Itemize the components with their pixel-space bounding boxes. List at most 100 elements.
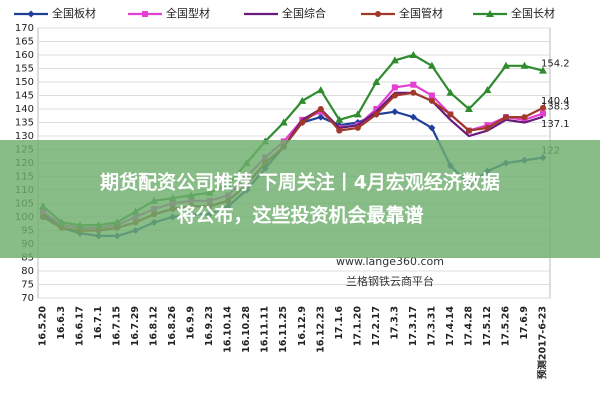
marker — [446, 88, 455, 96]
x-tick-label: 16.9.23 — [204, 306, 215, 346]
x-tick-label: 17.3.3 — [389, 306, 400, 340]
legend-label: 全国综合 — [282, 6, 326, 20]
x-tick-label: 17.2.17 — [371, 306, 382, 346]
x-tick-label: 17.3.31 — [426, 306, 437, 346]
legend-label: 全国长材 — [511, 6, 555, 20]
x-tick-label: 16.7.1 — [93, 306, 104, 340]
x-tick-label: 17.5.12 — [482, 306, 493, 346]
data-label: 140.4 — [541, 96, 570, 107]
banner-text: 将公布，这些投资机会最靠谱 — [176, 204, 423, 227]
marker — [502, 114, 509, 121]
x-tick-label: 16.10.28 — [241, 306, 252, 353]
marker — [336, 127, 343, 134]
marker — [317, 106, 324, 112]
x-tick-label: 16.9.9 — [186, 306, 197, 340]
legend-item: 全国型材 — [128, 6, 210, 20]
y-tick-label: 160 — [15, 50, 34, 61]
y-tick-label: 130 — [15, 131, 34, 142]
marker — [464, 105, 473, 112]
x-tick-label: 16.8.26 — [167, 306, 178, 347]
y-tick-label: 140 — [15, 104, 34, 115]
banner-bg — [0, 140, 600, 258]
data-label: 154.2 — [541, 59, 570, 70]
marker — [428, 92, 435, 99]
banner-text: 期货配资公司推荐 下周关注丨4月宏观经济数据 — [100, 171, 500, 194]
x-tick-label: 16.6.3 — [56, 306, 67, 340]
marker — [299, 119, 306, 126]
marker — [484, 124, 491, 131]
x-tick-label: 17.4.28 — [463, 306, 474, 347]
y-tick-label: 80 — [21, 266, 34, 277]
marker — [317, 113, 325, 121]
marker — [410, 89, 417, 96]
marker — [372, 78, 381, 85]
x-tick-label: 17.3.17 — [408, 306, 419, 346]
legend-item: 全国长材 — [473, 6, 555, 20]
y-tick-label: 155 — [15, 64, 34, 75]
x-tick-label: 16.6.17 — [75, 306, 86, 346]
x-tick-label: 预测2017-6-23 — [537, 306, 549, 379]
marker — [409, 51, 418, 58]
watermark: 兰格钢铁云商平台 — [346, 274, 434, 288]
marker — [521, 114, 528, 121]
legend-label: 全国型材 — [166, 6, 210, 20]
x-tick-label: 16.10.14 — [223, 306, 234, 353]
x-tick-label: 16.11.11 — [260, 306, 271, 353]
marker — [428, 97, 435, 104]
x-tick-label: 16.11.25 — [278, 306, 289, 353]
y-tick-label: 75 — [21, 280, 34, 291]
x-tick-label: 17.1.6 — [334, 306, 345, 340]
marker — [373, 106, 380, 112]
marker — [353, 110, 362, 118]
marker — [391, 84, 398, 91]
marker — [391, 108, 399, 116]
y-tick-label: 165 — [15, 37, 34, 48]
legend-item: 全国管材 — [361, 6, 443, 20]
x-tick-label: 16.12.9 — [297, 306, 308, 346]
x-tick-label: 17.5.26 — [500, 306, 511, 347]
marker — [539, 66, 547, 74]
x-tick-label: 16.7.29 — [130, 306, 141, 346]
x-tick-label: 16.7.15 — [112, 306, 123, 346]
marker — [540, 110, 546, 117]
marker — [428, 124, 436, 132]
marker — [465, 127, 472, 134]
y-tick-label: 150 — [15, 77, 34, 88]
marker — [447, 111, 454, 118]
marker — [335, 115, 344, 123]
marker — [27, 10, 35, 18]
marker — [483, 86, 492, 94]
marker — [279, 118, 288, 126]
marker — [390, 56, 399, 64]
marker — [373, 111, 380, 118]
legend-item: 全国板材 — [14, 6, 96, 20]
marker — [298, 96, 307, 104]
x-tick-label: 16.5.20 — [38, 306, 49, 347]
marker — [540, 104, 546, 111]
x-tick-label: 16.8.12 — [149, 306, 160, 346]
marker — [142, 11, 148, 17]
marker — [410, 81, 417, 88]
x-tick-label: 17.4.14 — [445, 306, 456, 347]
marker — [520, 61, 529, 69]
watermark: www.lange360.com — [336, 255, 444, 268]
marker — [316, 86, 325, 94]
marker — [486, 10, 494, 17]
legend-label: 全国板材 — [52, 6, 96, 20]
x-tick-label: 17.6.9 — [519, 306, 530, 340]
data-label: 137.1 — [541, 119, 570, 130]
marker — [354, 124, 361, 131]
marker — [501, 61, 510, 69]
marker — [427, 61, 436, 69]
y-tick-label: 70 — [21, 293, 34, 304]
legend-item: 全国综合 — [244, 6, 326, 20]
x-tick-label: 16.12.23 — [315, 306, 326, 353]
marker — [409, 113, 417, 121]
legend-label: 全国管材 — [399, 6, 443, 20]
y-tick-label: 170 — [15, 23, 34, 34]
marker — [375, 11, 381, 17]
y-tick-label: 145 — [15, 91, 34, 102]
y-tick-label: 135 — [15, 118, 34, 129]
data-label: 138.3 — [541, 102, 570, 113]
